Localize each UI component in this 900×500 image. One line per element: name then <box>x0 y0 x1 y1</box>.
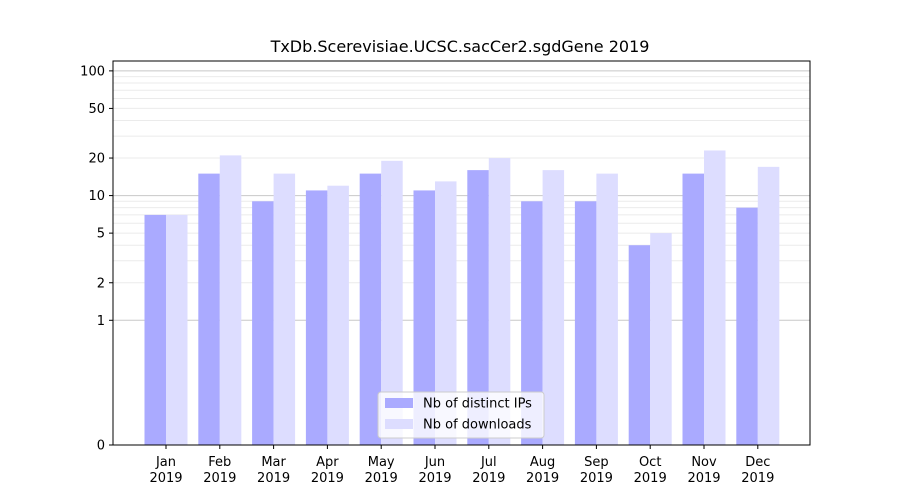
y-tick-label: 50 <box>88 102 105 117</box>
legend-label: Nb of downloads <box>423 418 532 433</box>
bar-downloads <box>327 185 349 445</box>
bar-downloads <box>381 160 403 445</box>
x-tick-label: Mar 2019 <box>257 455 290 486</box>
y-axis: 0 1 2 5 10 20 50 100 <box>80 64 113 454</box>
x-tick-label: Oct 2019 <box>634 455 667 486</box>
plot-frame <box>112 60 811 446</box>
bar-distinct-ips <box>252 201 274 445</box>
x-tick-label: Apr 2019 <box>311 455 344 486</box>
bar-downloads <box>166 214 188 445</box>
x-tick-label: Dec 2019 <box>741 455 774 486</box>
bar-downloads <box>596 173 618 445</box>
x-tick-label: Sep 2019 <box>580 455 613 486</box>
x-tick-label: Nov 2019 <box>687 455 720 486</box>
bar-downloads <box>273 173 296 445</box>
chart-title: TxDb.Scerevisiae.UCSC.sacCer2.sgdGene 20… <box>270 37 650 56</box>
bar-distinct-ips <box>305 190 328 445</box>
y-tick-label: 2 <box>97 276 105 291</box>
y-tick-label: 0 <box>97 439 105 454</box>
x-tick-label: Jun 2019 <box>418 455 451 486</box>
x-tick-label: Feb 2019 <box>203 455 236 486</box>
bar-distinct-ips <box>413 190 435 445</box>
legend-box <box>377 391 545 439</box>
bar-distinct-ips <box>628 245 651 445</box>
bar-distinct-ips <box>682 173 704 445</box>
bar-distinct-ips <box>198 173 220 445</box>
legend-label: Nb of distinct IPs <box>423 397 532 412</box>
bar-downloads <box>704 150 726 445</box>
x-tick-label: Jul 2019 <box>472 455 505 486</box>
y-tick-label: 10 <box>88 189 105 204</box>
x-tick-label: May 2019 <box>365 455 398 486</box>
bar-downloads <box>542 170 565 445</box>
bar-distinct-ips <box>359 173 382 445</box>
y-tick-label: 100 <box>80 64 105 79</box>
x-axis: Jan 2019 Feb 2019 Mar 2019 Apr 2019 May 2019 Jun 20… <box>149 445 774 486</box>
legend: Nb of distinct IPs Nb of downloads <box>377 391 545 439</box>
bar-distinct-ips <box>736 207 758 445</box>
bar-downloads <box>757 166 780 445</box>
y-tick-label: 20 <box>88 152 105 167</box>
bar-downloads <box>650 233 672 445</box>
bar-distinct-ips <box>574 201 597 445</box>
y-tick-label: 1 <box>97 314 105 329</box>
x-tick-label: Jan 2019 <box>149 455 182 486</box>
x-tick-label: Aug 2019 <box>526 455 559 486</box>
bar-downloads <box>488 158 511 445</box>
bar-downloads <box>219 155 242 445</box>
legend-swatch <box>385 419 413 429</box>
bar-downloads <box>435 181 457 445</box>
bars <box>144 150 780 445</box>
bar-distinct-ips <box>144 214 166 445</box>
bar-distinct-ips <box>467 170 489 445</box>
legend-swatch <box>385 398 413 408</box>
y-tick-label: 5 <box>97 227 105 242</box>
bar-distinct-ips <box>521 201 543 445</box>
